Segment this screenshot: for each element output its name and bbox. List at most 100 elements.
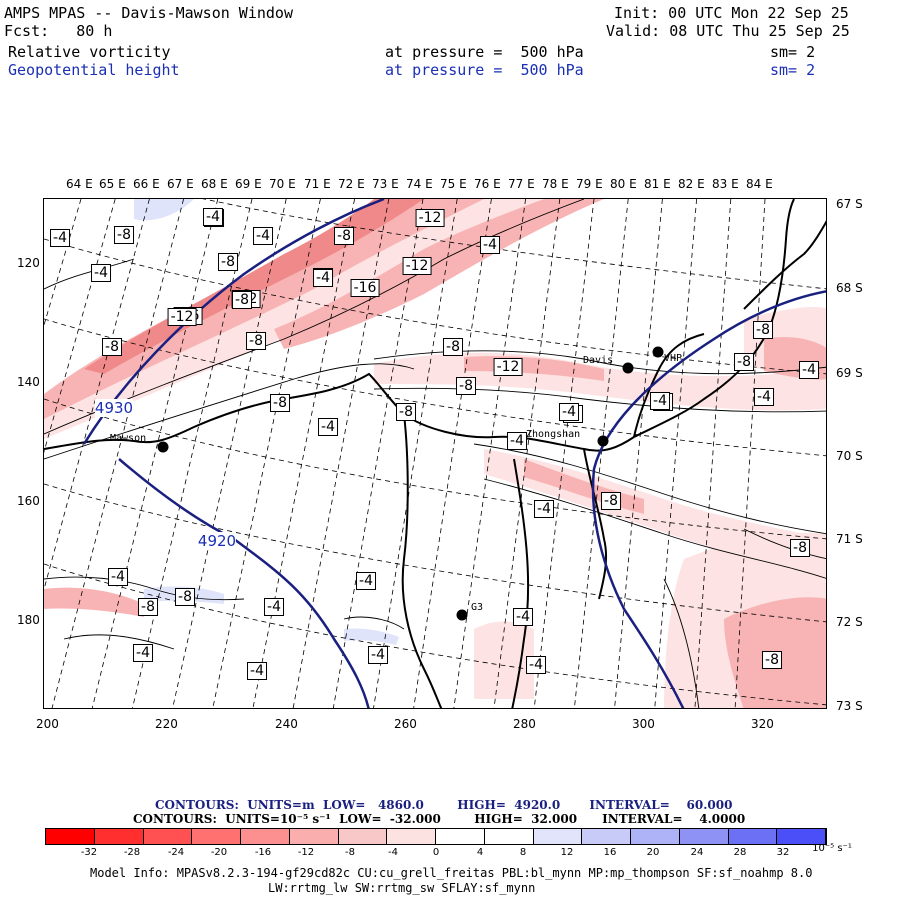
- lon-grid-line: [51, 199, 184, 708]
- contour-info-vorticity: CONTOURS: UNITS=10⁻⁵ s⁻¹ LOW= -32.000 HI…: [133, 812, 746, 826]
- vorticity-contour-label: -8: [218, 253, 238, 271]
- vorticity-contour-label: -8: [175, 588, 195, 606]
- vorticity-contour-label: -4: [513, 608, 533, 626]
- vort-contour-12: [343, 616, 405, 630]
- field2-smooth: sm= 2: [770, 61, 816, 79]
- colorbar-label: -16: [254, 847, 272, 858]
- lon-label: 79 E: [576, 177, 603, 191]
- lon-label: 80 E: [610, 177, 637, 191]
- lat-label: 71 S: [836, 532, 863, 546]
- vorticity-contour-label: -8: [232, 291, 252, 309]
- colorbar-swatch: [289, 829, 339, 844]
- station-marker-mawson[interactable]: [157, 441, 169, 453]
- vorticity-contour-label: -12: [415, 209, 445, 227]
- shade-blue-lower-2: [344, 628, 399, 645]
- vorticity-contour-label: -8: [456, 377, 476, 395]
- vorticity-contour-label: -4: [313, 269, 333, 287]
- colorbar-swatch: [728, 829, 778, 844]
- colorbar-label: 28: [733, 847, 747, 858]
- vort-contour-9: [663, 578, 700, 708]
- lon-label: 81 E: [644, 177, 671, 191]
- lat-label: 67 S: [836, 197, 863, 211]
- lon-grid-line: [44, 199, 82, 327]
- lon-label: 70 E: [269, 177, 296, 191]
- lat-label: 68 S: [836, 281, 863, 295]
- vorticity-contour-label: -4: [754, 388, 774, 406]
- colorbar-swatch: [484, 829, 534, 844]
- height-label-4920: 4920: [197, 532, 237, 550]
- height-contours: [82, 199, 826, 708]
- vorticity-contour-label: -4: [91, 264, 111, 282]
- colorbar-swatch: [192, 829, 241, 844]
- y-tick-label: 180: [17, 613, 40, 627]
- colorbar-swatch: [582, 829, 631, 844]
- colorbar-label: 24: [690, 847, 704, 858]
- vorticity-contour-label: -4: [203, 208, 223, 226]
- station-marker-davis[interactable]: [622, 362, 634, 374]
- map-canvas: [44, 199, 826, 708]
- vorticity-contour-label: -4: [526, 656, 546, 674]
- colorbar-label: 16: [603, 847, 617, 858]
- lon-label: 64 E: [66, 177, 93, 191]
- vorticity-contour-label: -8: [138, 598, 158, 616]
- vort-contour-8: [63, 634, 175, 650]
- lat-label: 73 S: [836, 699, 863, 713]
- field1-name: Relative vorticity: [8, 43, 171, 61]
- lat-line-69: [44, 238, 826, 375]
- map-panel[interactable]: [43, 198, 827, 709]
- colorbar-swatch: [143, 829, 193, 844]
- lat-label: 69 S: [836, 366, 863, 380]
- model-info-line1: Model Info: MPASv8.2.3-194-gf29cd82c CU:…: [90, 866, 813, 880]
- vorticity-contour-label: -4: [534, 500, 554, 518]
- height-contour-4920: [118, 458, 370, 708]
- vorticity-contour-label: -12: [493, 358, 523, 376]
- y-tick-label: 120: [17, 256, 40, 270]
- valid-time: Valid: 08 UTC Thu 25 Sep 25: [606, 22, 850, 40]
- vorticity-contour-label: -8: [246, 332, 266, 350]
- y-tick-label: 140: [17, 375, 40, 389]
- shade-upper-tail: [274, 199, 604, 349]
- station-marker-vhp[interactable]: [652, 346, 664, 358]
- lat-line-71: [44, 398, 826, 540]
- lon-grid-line: [292, 199, 390, 708]
- lon-label: 76 E: [474, 177, 501, 191]
- vorticity-contour-label: -4: [247, 662, 267, 680]
- vort-contour-1: [44, 199, 585, 435]
- lon-grid-line: [252, 199, 355, 708]
- station-label-g3: G3: [471, 602, 484, 613]
- vorticity-contour-label: -4: [108, 568, 128, 586]
- vorticity-contour-label: -8: [790, 539, 810, 557]
- station-label-davis: Davis: [583, 355, 614, 366]
- latitude-grid: [44, 199, 826, 706]
- lat-label: 70 S: [836, 449, 863, 463]
- height-label-4930: 4930: [94, 399, 134, 417]
- vorticity-contour-label: -4: [50, 229, 70, 247]
- lon-label: 71 E: [304, 177, 331, 191]
- vorticity-contour-label: -4: [264, 598, 284, 616]
- colorbar-label: 32: [776, 847, 790, 858]
- coastline-upper-right: [743, 220, 826, 310]
- vort-contour-4: [373, 387, 826, 413]
- station-marker-zhongshan[interactable]: [597, 435, 609, 447]
- model-info-line2: LW:rrtmg_lw SW:rrtmg_sw SFLAY:sf_mynn: [268, 881, 536, 895]
- lon-label: 72 E: [338, 177, 365, 191]
- colorbar-unit: 10⁻⁵ s⁻¹: [812, 843, 852, 854]
- colorbar-label: -8: [345, 847, 355, 858]
- lon-grid-line: [91, 199, 219, 708]
- x-tick-label: 280: [513, 717, 536, 731]
- lon-label: 69 E: [235, 177, 262, 191]
- colorbar-label: -20: [210, 847, 228, 858]
- station-label-vhp: VHP: [664, 353, 683, 364]
- lat-line-70: [44, 318, 826, 457]
- vorticity-contour-label: -8: [334, 227, 354, 245]
- shade-lower-middle: [474, 621, 534, 699]
- coastline-right-branch: [583, 448, 608, 600]
- lon-grid-line: [654, 199, 697, 708]
- colorbar-swatch: [94, 829, 144, 844]
- y-tick-label: 160: [17, 494, 40, 508]
- vorticity-contour-label: -8: [396, 403, 416, 421]
- colorbar-swatch: [533, 829, 583, 844]
- station-marker-g3[interactable]: [456, 609, 468, 621]
- vort-contour-7: [44, 576, 245, 601]
- colorbar-label: -4: [388, 847, 398, 858]
